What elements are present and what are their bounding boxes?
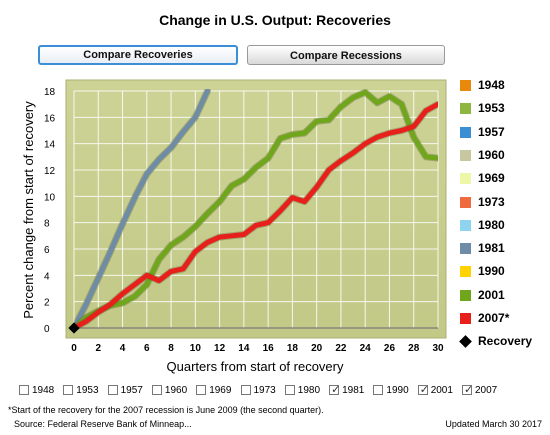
x-tick-label: 14 (238, 343, 250, 354)
legend-label: 1957 (478, 124, 505, 139)
legend-label: 2001 (478, 287, 505, 302)
y-tick-label: 6 (44, 245, 50, 256)
legend-label: 1953 (478, 101, 505, 116)
legend-label: 1960 (478, 147, 505, 162)
legend-label: 2007* (478, 311, 510, 325)
legend-swatch (460, 219, 471, 231)
legend-swatch (460, 289, 471, 301)
legend-swatch (460, 149, 471, 161)
checkbox-label: 2007 (475, 385, 498, 396)
footnote: *Start of the recovery for the 2007 rece… (8, 405, 324, 415)
y-axis-label: Percent change from start of recovery (21, 101, 36, 319)
x-tick-label: 18 (287, 343, 299, 354)
checkbox-box[interactable] (240, 385, 251, 395)
x-tick-label: 16 (263, 343, 275, 354)
y-tick-label: 10 (44, 192, 56, 203)
checkbox-box[interactable]: ✓ (462, 384, 474, 396)
checkbox-label: 1980 (297, 385, 321, 396)
legend-label: 1980 (478, 217, 505, 232)
x-tick-label: 4 (120, 343, 126, 354)
x-tick-label: 20 (311, 343, 323, 354)
legend-swatch (460, 103, 471, 115)
series-line-2001[interactable] (74, 89, 438, 330)
x-axis-label: Quarters from start of recovery (167, 359, 344, 374)
checkbox-label: 1957 (120, 385, 143, 396)
chart-title: Change in U.S. Output: Recoveries (159, 12, 391, 28)
x-tick-label: 28 (408, 343, 420, 354)
legend-swatch (460, 126, 471, 138)
y-tick-labels: 0 2 4 6 8 10 12 14 16 18 (44, 87, 56, 335)
x-tick-label: 2 (95, 343, 101, 354)
y-tick-label: 0 (44, 324, 50, 335)
checkbox-label: 2001 (430, 385, 453, 396)
y-tick-label: 2 (44, 298, 50, 309)
series-line-2007[interactable] (74, 101, 438, 330)
y-tick-label: 4 (44, 271, 50, 282)
legend-swatch (460, 173, 471, 185)
x-tick-labels: 0 2 4 6 8 10 12 14 16 18 20 22 24 26 28 30 (71, 343, 444, 354)
y-tick-label: 18 (44, 87, 56, 98)
checkbox-box[interactable] (19, 385, 29, 395)
checkbox-box[interactable] (151, 385, 162, 395)
x-tick-label: 10 (190, 343, 202, 354)
series-checkbox-row: 1948 1953 1957 1960 1969 1973 1980 ✓ 1981 1990 ✓ 20… (0, 384, 550, 400)
x-tick-label: 8 (168, 343, 174, 354)
checkbox-label: 1960 (164, 385, 188, 396)
x-tick-label: 6 (144, 343, 150, 354)
checkbox-box[interactable] (373, 385, 384, 395)
checkbox-box[interactable] (107, 385, 118, 395)
legend-swatch (460, 80, 471, 91)
y-tick-label: 12 (44, 166, 56, 177)
x-tick-label: 22 (335, 343, 347, 354)
legend-swatch (460, 266, 471, 278)
checkmark-icon: ✓ (331, 384, 341, 396)
x-tick-label: 26 (384, 343, 396, 354)
compare-recoveries-button[interactable]: Compare Recoveries (38, 45, 238, 65)
source-note: Source: Federal Reserve Bank of Minneap.… (14, 419, 192, 429)
checkmark-icon: ✓ (464, 384, 474, 396)
checkbox-box[interactable]: ✓ (417, 384, 429, 396)
y-tick-label: 16 (44, 113, 56, 124)
legend-label: 1948 (478, 78, 505, 92)
checkbox-box[interactable] (284, 385, 295, 395)
legend-swatch (460, 196, 471, 208)
series-lines (68, 89, 438, 334)
checkbox-label: 1948 (32, 385, 55, 396)
x-tick-label: 30 (432, 343, 444, 354)
compare-recessions-button[interactable]: Compare Recessions (247, 45, 445, 65)
checkbox-box[interactable] (63, 385, 74, 395)
legend-label: 1981 (478, 241, 505, 256)
y-tick-label: 14 (44, 140, 56, 151)
checkbox-label: 1973 (253, 385, 276, 396)
x-tick-label: 12 (214, 343, 226, 354)
checkbox-box[interactable]: ✓ (329, 384, 341, 396)
x-tick-label: 0 (71, 343, 77, 354)
x-tick-label: 24 (360, 343, 372, 354)
legend-label: 1969 (478, 171, 505, 186)
legend-swatch (460, 313, 471, 324)
legend-label: Recovery (478, 334, 533, 349)
checkbox-label: 1969 (209, 385, 232, 396)
legend-swatch (460, 243, 471, 255)
checkbox-label: 1981 (342, 385, 365, 396)
legend-label: 1973 (478, 194, 505, 209)
checkmark-icon: ✓ (419, 384, 429, 396)
legend-label: 1990 (478, 264, 505, 279)
updated-date: Updated March 30 2017 (445, 419, 542, 429)
checkbox-label: 1990 (386, 385, 409, 396)
series-line-1981[interactable] (74, 89, 210, 330)
checkbox-label: 1953 (76, 385, 99, 396)
checkbox-box[interactable] (196, 385, 207, 395)
y-tick-label: 8 (44, 219, 50, 230)
